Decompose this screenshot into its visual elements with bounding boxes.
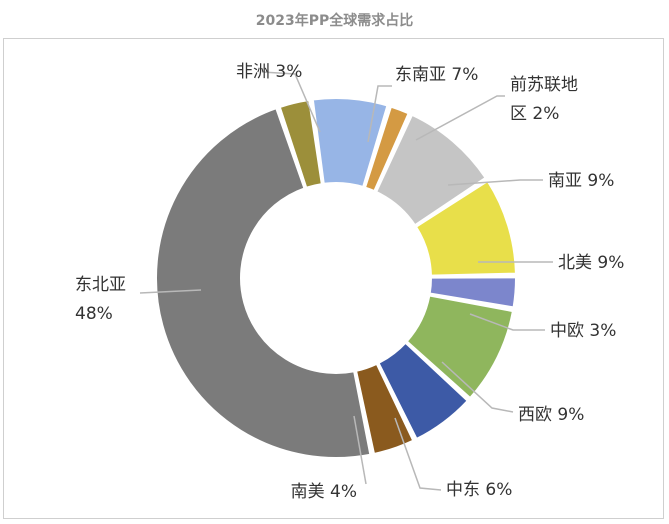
chart-title: 2023年PP全球需求占比: [255, 13, 414, 29]
slice-中东: [377, 341, 470, 441]
leader-line-东南亚: [367, 85, 392, 143]
leader-line-中东: [394, 417, 442, 491]
data-label-南亚: 南亚 9%: [548, 171, 614, 191]
leader-line-东北亚: [139, 289, 202, 294]
slice-前苏联地区: [363, 105, 410, 193]
data-label-前苏联地区-1: 前苏联地: [510, 75, 578, 95]
data-label-东北亚-2: 48%: [75, 304, 113, 324]
leader-line-西欧: [441, 361, 514, 413]
leader-line-非洲: [261, 71, 321, 133]
data-label-北美: 北美 9%: [558, 253, 624, 273]
slice-东北亚: [155, 106, 372, 459]
leader-line-前苏联地区: [415, 95, 505, 141]
slice-东南亚: [311, 97, 389, 189]
data-label-前苏联地区-2: 区 2%: [510, 104, 559, 124]
data-label-南美: 南美 4%: [291, 482, 357, 502]
data-label-东南亚: 东南亚 7%: [395, 65, 478, 85]
data-label-西欧: 西欧 9%: [518, 405, 584, 425]
leader-line-南亚: [447, 179, 543, 186]
data-label-东北亚-1: 东北亚: [75, 275, 126, 295]
leader-line-中欧: [469, 313, 545, 331]
slice-非洲: [278, 98, 323, 190]
slice-中欧: [428, 276, 517, 309]
slice-西欧: [405, 294, 515, 400]
slice-南美: [354, 362, 415, 456]
data-label-非洲: 非洲 3%: [236, 62, 302, 82]
data-label-中欧: 中欧 3%: [550, 321, 616, 341]
data-label-中东: 中东 6%: [446, 480, 512, 500]
leader-line-南美: [353, 415, 367, 485]
slice-北美: [414, 179, 517, 277]
